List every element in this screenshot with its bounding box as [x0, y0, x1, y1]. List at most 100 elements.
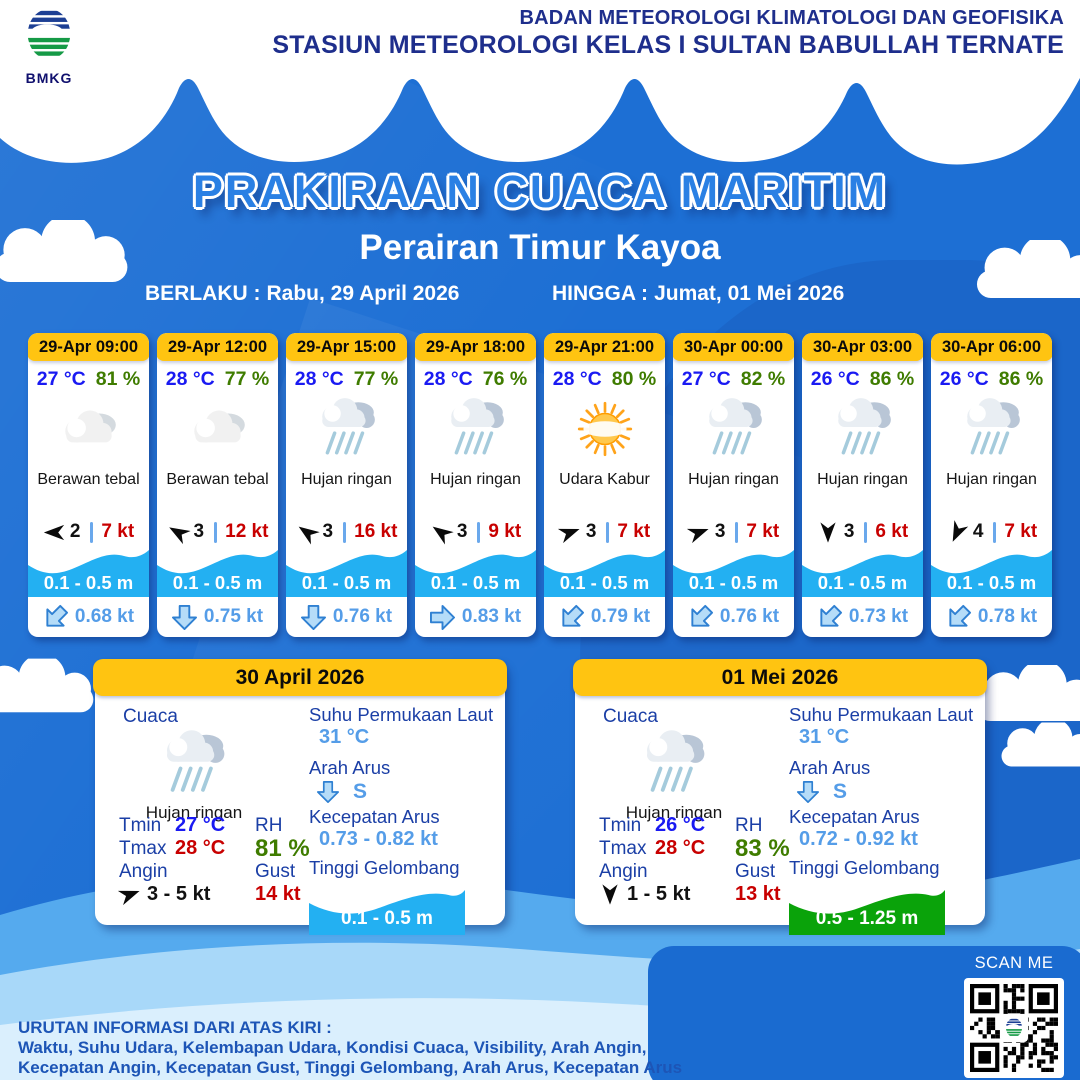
visibility-value: 3	[193, 521, 205, 542]
weather-condition: Hujan ringan	[430, 471, 521, 488]
forecast-card-6: 30-Apr 00:00 27 °C 82 % Hujan ringan 3 7 …	[673, 333, 794, 637]
wind-row: 3 9 kt	[415, 521, 536, 543]
footer-line2: Waktu, Suhu Udara, Kelembapan Udara, Kon…	[18, 1038, 647, 1057]
current-row: 0.68 kt	[28, 597, 149, 637]
weather-condition: Hujan ringan	[946, 471, 1037, 488]
visibility-value: 4	[972, 521, 984, 542]
wind-row: 3 16 kt	[286, 521, 407, 543]
tmin-value: 26 °C	[655, 814, 706, 836]
weather-icon	[286, 393, 407, 465]
rh-value: 83 %	[735, 834, 790, 862]
gust-label: Gust	[735, 860, 776, 882]
humidity: 76 %	[482, 368, 528, 390]
current-direction: S	[833, 780, 848, 803]
forecast-card-8: 30-Apr 06:00 26 °C 86 % Hujan ringan 4 7 …	[931, 333, 1052, 637]
gelombang-label: Tinggi Gelombang	[789, 857, 940, 878]
tmax-value: 28 °C	[175, 837, 226, 859]
wind-direction-icon	[602, 884, 619, 906]
wave-height: 0.1 - 0.5 m	[946, 572, 1037, 593]
current-speed: 0.75 kt	[203, 606, 264, 627]
weather-condition: Hujan ringan	[688, 471, 779, 488]
tmin-label: Tmin	[599, 814, 642, 836]
gust-value: 13 kt	[735, 883, 781, 905]
valid-from: BERLAKU : Rabu, 29 April 2026	[145, 282, 460, 305]
wind-range: 3 - 5 kt	[147, 883, 211, 905]
tmax-label: Tmax	[119, 837, 167, 859]
visibility-value: 2	[69, 521, 81, 542]
wave-height-band: 0.1 - 0.5 m	[802, 550, 923, 597]
forecast-time: 30-Apr 00:00	[673, 333, 794, 361]
current-speed-range: 0.72 - 0.92 kt	[799, 828, 918, 850]
station-name: STASIUN METEOROLOGI KELAS I SULTAN BABUL…	[272, 30, 1064, 59]
current-direction-icon	[797, 780, 819, 804]
current-row: 0.73 kt	[802, 597, 923, 637]
current-direction-icon	[811, 599, 848, 636]
forecast-card-7: 30-Apr 03:00 26 °C 86 % Hujan ringan 3 6 …	[802, 333, 923, 637]
forecast-time: 29-Apr 15:00	[286, 333, 407, 361]
divider	[993, 521, 997, 543]
air-temperature: 26 °C	[939, 368, 989, 390]
air-temperature: 27 °C	[36, 368, 86, 390]
weather-icon	[931, 393, 1052, 465]
weather-condition: Hujan ringan	[625, 803, 723, 822]
divider	[864, 521, 868, 543]
current-row: 0.76 kt	[286, 597, 407, 637]
divider	[735, 521, 739, 543]
wave-height-band: 0.1 - 0.5 m	[286, 550, 407, 597]
weather-icon	[415, 393, 536, 465]
wind-row: 3 7 kt	[544, 521, 665, 543]
divider	[90, 521, 94, 543]
qr-code	[964, 978, 1064, 1078]
forecast-card-5: 29-Apr 21:00 28 °C 80 % Udara Kabur 3 7 k…	[544, 333, 665, 637]
angin-label: Angin	[119, 860, 168, 882]
daily-date: 30 April 2026	[93, 659, 507, 696]
visibility-value: 3	[456, 521, 468, 542]
wind-row: 2 7 kt	[28, 521, 149, 543]
divider	[343, 521, 347, 543]
current-direction-icon	[553, 599, 590, 636]
tmin-value: 27 °C	[175, 814, 226, 836]
wave-height: 0.1 - 0.5 m	[301, 572, 392, 593]
forecast-time: 29-Apr 09:00	[28, 333, 149, 361]
current-row: 0.78 kt	[931, 597, 1052, 637]
current-speed: 0.73 kt	[848, 606, 909, 627]
current-direction-row: S	[309, 780, 495, 804]
arah-arus-label: Arah Arus	[309, 757, 391, 778]
scan-me-label: SCAN ME	[974, 954, 1054, 972]
wind-range: 1 - 5 kt	[627, 883, 691, 905]
wave-height: 0.1 - 0.5 m	[559, 572, 650, 593]
wind-direction-icon	[117, 883, 143, 906]
humidity: 77 %	[224, 368, 270, 390]
current-speed: 0.83 kt	[461, 606, 522, 627]
wind-speed: 6 kt	[875, 521, 909, 542]
wave-height: 0.1 - 0.5 m	[688, 572, 779, 593]
humidity: 86 %	[869, 368, 915, 390]
forecast-card-1: 29-Apr 09:00 27 °C 81 % Berawan tebal 2 7…	[28, 333, 149, 637]
current-speed: 0.79 kt	[590, 606, 651, 627]
current-direction-icon	[317, 780, 339, 804]
air-temperature: 28 °C	[552, 368, 602, 390]
wind-speed: 7 kt	[617, 521, 651, 542]
cuaca-label: Cuaca	[123, 706, 178, 727]
current-speed-range: 0.73 - 0.82 kt	[319, 828, 438, 850]
air-temperature: 28 °C	[294, 368, 344, 390]
divider	[477, 521, 481, 543]
wind-range-row: 3 - 5 kt	[119, 883, 255, 906]
tmax-label: Tmax	[599, 837, 647, 859]
weather-icon	[802, 393, 923, 465]
forecast-time: 30-Apr 03:00	[802, 333, 923, 361]
weather-icon	[673, 393, 794, 465]
wind-row: 3 7 kt	[673, 521, 794, 543]
humidity: 86 %	[998, 368, 1044, 390]
weather-condition: Berawan tebal	[37, 471, 140, 488]
wave-height-band: 0.1 - 0.5 m	[673, 550, 794, 597]
wave-height-band: 0.1 - 0.5 m	[28, 550, 149, 597]
daily-card-2: 01 Mei 2026 Cuaca Hujan ringan Tmin 26 °…	[573, 659, 987, 935]
footer-line1: URUTAN INFORMASI DARI ATAS KIRI :	[18, 1018, 332, 1037]
humidity: 81 %	[95, 368, 141, 390]
sst-label: Suhu Permukaan Laut	[789, 704, 974, 725]
current-direction-icon	[940, 599, 977, 636]
kecepatan-arus-label: Kecepatan Arus	[789, 806, 920, 827]
current-row: 0.76 kt	[673, 597, 794, 637]
